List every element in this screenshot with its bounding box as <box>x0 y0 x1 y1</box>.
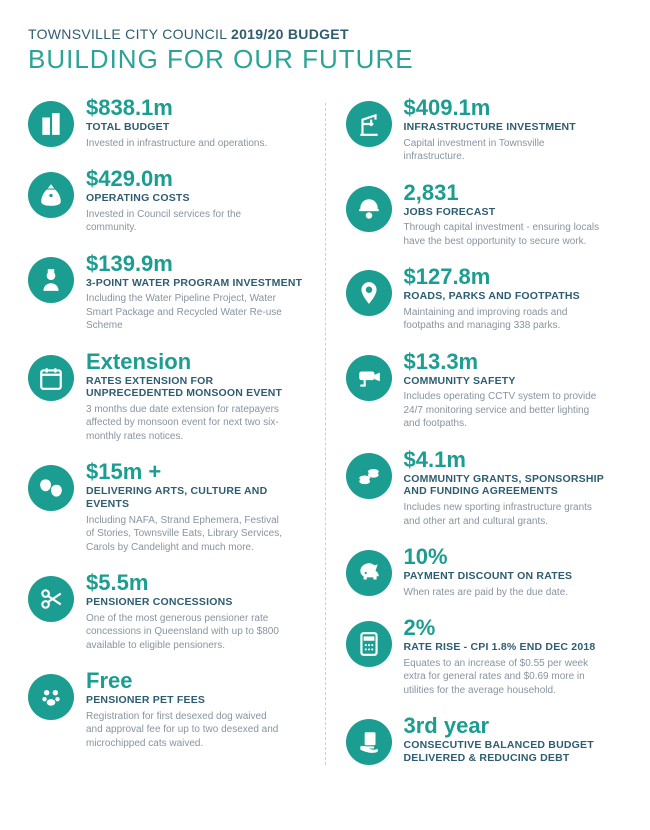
stat-text: $127.8m ROADS, PARKS AND FOOTPATHS Maintai… <box>404 266 604 333</box>
coins-icon <box>346 453 392 499</box>
stat-text: $13.3m COMMUNITY SAFETY Includes operating… <box>404 351 604 431</box>
stat-desc: Maintaining and improving roads and foot… <box>404 306 604 333</box>
stat-label: 3-POINT WATER PROGRAM INVESTMENT <box>86 277 302 290</box>
stat-label: INFRASTRUCTURE INVESTMENT <box>404 121 604 134</box>
stat-label: TOTAL BUDGET <box>86 121 267 134</box>
calculator-icon <box>346 621 392 667</box>
stat-label: ROADS, PARKS AND FOOTPATHS <box>404 290 604 303</box>
stat-text: $409.1m INFRASTRUCTURE INVESTMENT Capital … <box>404 97 604 164</box>
stat-value: $429.0m <box>86 168 286 190</box>
stat-label: PENSIONER CONCESSIONS <box>86 596 286 609</box>
stat-desc: 3 months due date extension for ratepaye… <box>86 403 286 444</box>
stat-desc: One of the most generous pensioner rate … <box>86 612 286 653</box>
stat-text: 2,831 JOBS FORECAST Through capital invest… <box>404 182 604 249</box>
pretitle-bold: 2019/20 BUDGET <box>231 26 349 42</box>
stat-item: 2% RATE RISE - CPI 1.8% END DEC 2018 Equat… <box>346 617 623 697</box>
stat-item: $4.1mCOMMUNITY GRANTS, SPONSORSHIP AND F… <box>346 449 623 528</box>
cctv-icon <box>346 355 392 401</box>
stat-desc: Includes operating CCTV system to provid… <box>404 390 604 431</box>
left-column: $838.1m TOTAL BUDGET Invested in infrastru… <box>28 97 305 765</box>
stat-value: $5.5m <box>86 572 286 594</box>
calendar-icon <box>28 355 74 401</box>
stat-item: 2,831 JOBS FORECAST Through capital invest… <box>346 182 623 249</box>
stat-desc: Invested in Council services for the com… <box>86 208 286 235</box>
header: TOWNSVILLE CITY COUNCIL 2019/20 BUDGET B… <box>28 26 622 75</box>
stat-desc: Including NAFA, Strand Ephemera, Festiva… <box>86 514 286 555</box>
stat-label: COMMUNITY GRANTS, SPONSORSHIP AND FUNDIN… <box>404 473 623 498</box>
hardhat-icon <box>346 186 392 232</box>
stat-text: 2% RATE RISE - CPI 1.8% END DEC 2018 Equat… <box>404 617 604 697</box>
stat-text: $15m +DELIVERING ARTS, CULTURE AND EVENT… <box>86 461 305 554</box>
stat-desc: Through capital investment - ensuring lo… <box>404 221 604 248</box>
stat-text: 10% PAYMENT DISCOUNT ON RATES When rates a… <box>404 546 573 599</box>
stat-text: 3rd yearCONSECUTIVE BALANCED BUDGET DELI… <box>404 715 623 764</box>
stat-value: $4.1m <box>404 449 623 471</box>
stat-desc: Includes new sporting infrastructure gra… <box>404 501 604 528</box>
stat-text: ExtensionRATES EXTENSION FOR UNPRECEDENT… <box>86 351 305 444</box>
stat-desc: Equates to an increase of $0.55 per week… <box>404 657 604 698</box>
pretitle: TOWNSVILLE CITY COUNCIL 2019/20 BUDGET <box>28 26 622 42</box>
stat-value: $139.9m <box>86 253 302 275</box>
stat-desc: When rates are paid by the due date. <box>404 586 573 600</box>
right-column: $409.1m INFRASTRUCTURE INVESTMENT Capital … <box>346 97 623 765</box>
stat-label: OPERATING COSTS <box>86 192 286 205</box>
stat-value: 3rd year <box>404 715 623 737</box>
paw-icon <box>28 674 74 720</box>
stat-text: $4.1mCOMMUNITY GRANTS, SPONSORSHIP AND F… <box>404 449 623 528</box>
scissors-icon <box>28 576 74 622</box>
stat-value: Extension <box>86 351 305 373</box>
stat-value: 10% <box>404 546 573 568</box>
stat-label: CONSECUTIVE BALANCED BUDGET DELIVERED & … <box>404 739 623 764</box>
stat-label: DELIVERING ARTS, CULTURE AND EVENTS <box>86 485 305 510</box>
stat-value: 2,831 <box>404 182 604 204</box>
stat-item: $429.0m OPERATING COSTS Invested in Counci… <box>28 168 305 235</box>
building-icon <box>28 101 74 147</box>
stat-item: 10% PAYMENT DISCOUNT ON RATES When rates a… <box>346 546 623 599</box>
stat-text: $5.5m PENSIONER CONCESSIONS One of the mos… <box>86 572 286 652</box>
stat-value: $409.1m <box>404 97 604 119</box>
stat-item: $15m +DELIVERING ARTS, CULTURE AND EVENT… <box>28 461 305 554</box>
stat-item: $139.9m 3-POINT WATER PROGRAM INVESTMENT I… <box>28 253 305 333</box>
stat-item: Free PENSIONER PET FEES Registration for f… <box>28 670 305 750</box>
stat-value: 2% <box>404 617 604 639</box>
pretitle-light: TOWNSVILLE CITY COUNCIL <box>28 26 231 42</box>
main-title: BUILDING FOR OUR FUTURE <box>28 44 622 75</box>
columns: $838.1m TOTAL BUDGET Invested in infrastru… <box>28 97 622 765</box>
stat-label: COMMUNITY SAFETY <box>404 375 604 388</box>
stat-label: PAYMENT DISCOUNT ON RATES <box>404 570 573 583</box>
stat-value: $13.3m <box>404 351 604 373</box>
stat-value: $838.1m <box>86 97 267 119</box>
stat-item: $13.3m COMMUNITY SAFETY Includes operating… <box>346 351 623 431</box>
stat-value: Free <box>86 670 286 692</box>
stat-value: $15m + <box>86 461 305 483</box>
stat-label: RATE RISE - CPI 1.8% END DEC 2018 <box>404 641 604 654</box>
piggy-icon <box>346 550 392 596</box>
stat-item: ExtensionRATES EXTENSION FOR UNPRECEDENT… <box>28 351 305 444</box>
stat-desc: Invested in infrastructure and operation… <box>86 137 267 151</box>
stat-label: PENSIONER PET FEES <box>86 694 286 707</box>
stat-item: $127.8m ROADS, PARKS AND FOOTPATHS Maintai… <box>346 266 623 333</box>
stat-desc: Registration for first desexed dog waive… <box>86 710 286 751</box>
stat-desc: Including the Water Pipeline Project, Wa… <box>86 292 286 333</box>
stat-text: $139.9m 3-POINT WATER PROGRAM INVESTMENT I… <box>86 253 302 333</box>
worker-icon <box>28 257 74 303</box>
stat-item: $838.1m TOTAL BUDGET Invested in infrastru… <box>28 97 305 150</box>
stat-text: Free PENSIONER PET FEES Registration for f… <box>86 670 286 750</box>
stat-text: $429.0m OPERATING COSTS Invested in Counci… <box>86 168 286 235</box>
map-pin-icon <box>346 270 392 316</box>
handout-icon <box>346 719 392 765</box>
stat-value: $127.8m <box>404 266 604 288</box>
stat-label: JOBS FORECAST <box>404 206 604 219</box>
stat-label: RATES EXTENSION FOR UNPRECEDENTED MONSOO… <box>86 375 305 400</box>
stat-desc: Capital investment in Townsville infrast… <box>404 137 604 164</box>
masks-icon <box>28 465 74 511</box>
stat-text: $838.1m TOTAL BUDGET Invested in infrastru… <box>86 97 267 150</box>
crane-icon <box>346 101 392 147</box>
stat-item: $5.5m PENSIONER CONCESSIONS One of the mos… <box>28 572 305 652</box>
stat-item: 3rd yearCONSECUTIVE BALANCED BUDGET DELI… <box>346 715 623 765</box>
money-bag-icon <box>28 172 74 218</box>
vertical-divider <box>325 103 326 765</box>
stat-item: $409.1m INFRASTRUCTURE INVESTMENT Capital … <box>346 97 623 164</box>
